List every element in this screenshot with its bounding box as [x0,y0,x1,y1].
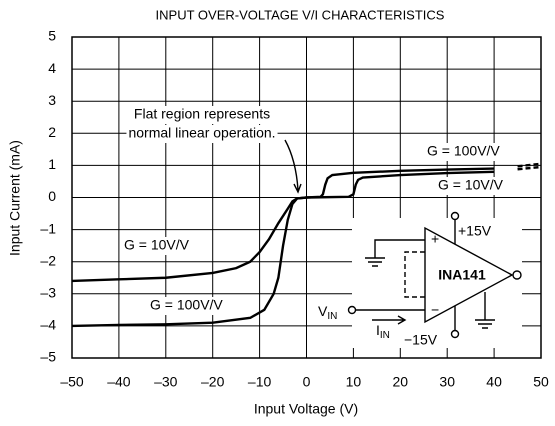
x-tick-label: 10 [346,374,362,390]
minus-label: − [431,302,439,318]
x-tick-label: –10 [248,374,272,390]
chart-title: INPUT OVER-VOLTAGE V/I CHARACTERISTICS [156,7,445,22]
x-tick-label: –40 [107,374,131,390]
ground [365,239,425,267]
x-tick-label: 20 [393,374,409,390]
annotation-background [131,106,273,124]
x-tick-label: 40 [486,374,502,390]
plot-frame [71,36,542,359]
part-label: INA141 [438,267,486,283]
y-tick-label: 0 [48,188,56,204]
x-axis-label: Input Voltage (V) [254,401,358,417]
annotation: normal linear operation. [128,125,275,141]
line-series-extrapolated [517,165,542,171]
symbol: V [318,303,328,319]
current-label: IIN [376,322,390,341]
x-tick-label: 30 [439,374,455,390]
line-series-extrapolated [517,162,542,168]
annotation-arrow [284,139,302,194]
current-arrow [372,315,407,325]
input-terminal [347,305,357,315]
y-tick-label: 3 [48,92,56,108]
y-axis-label: Input Current (mA) [7,140,23,256]
op-amp-diagram: + − INA141 +15V −15V VIN IIN [318,211,522,348]
y-tick-label: –3 [40,285,56,301]
op-amp [424,226,514,324]
annotation-background [126,125,278,143]
x-tick-label: –50 [60,374,84,390]
y-tick-label: 5 [48,28,56,44]
series-label: G = 10V/V [438,177,504,193]
y-tick-label: –5 [40,349,56,365]
x-tick-label: 50 [533,374,549,390]
x-tick-label: 0 [303,374,311,390]
label-background [435,177,506,195]
voltage-label: VIN [318,303,337,322]
y-tick-label: –4 [40,317,56,333]
output-terminal [512,270,522,280]
supply-label: +15V [458,223,492,239]
symbol: I [376,322,380,338]
series-label: G = 100V/V [427,143,500,159]
y-tick-label: –2 [40,252,56,268]
terminal [450,211,460,221]
supply-label: −15V [404,332,438,348]
y-tick-label: 1 [48,156,56,172]
plus-label: + [431,231,439,247]
subscript: IN [380,330,390,341]
gain-resistor [404,251,425,298]
annotation: Flat region represents [134,106,270,122]
label-background [121,237,192,255]
terminal [450,329,460,339]
label-background [424,143,503,161]
y-tick-label: –1 [40,220,56,236]
y-tick-label: 4 [48,60,56,76]
subscript: IN [327,311,337,322]
label-background [147,297,226,315]
series-label: G = 10V/V [124,237,190,253]
series-label: G = 100V/V [150,297,223,313]
ground [475,292,495,329]
y-tick-label: 2 [48,124,56,140]
x-tick-label: –20 [201,374,225,390]
line-series [71,170,495,283]
x-tick-label: –30 [154,374,178,390]
